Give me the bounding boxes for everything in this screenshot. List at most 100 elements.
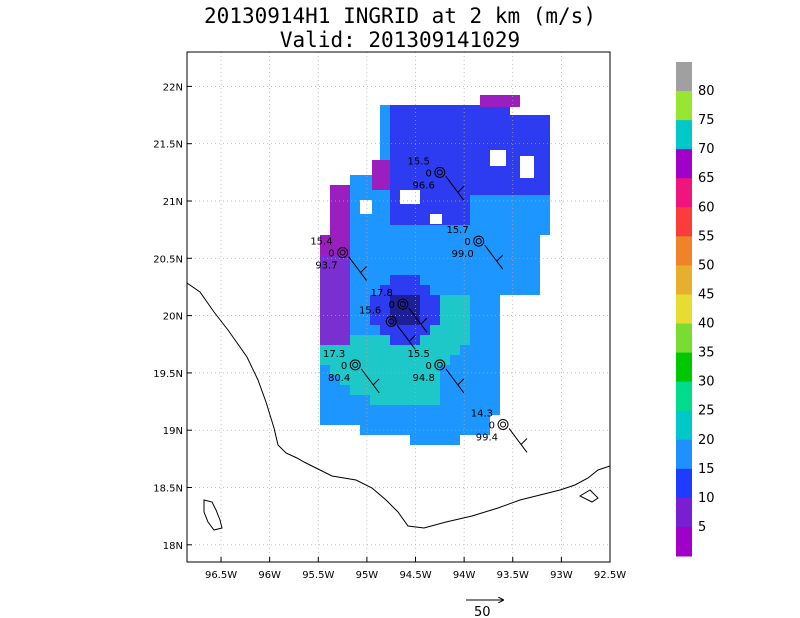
wind-cell bbox=[450, 215, 460, 225]
wind-cell bbox=[420, 205, 430, 215]
colorbar-swatch bbox=[676, 207, 692, 237]
wind-cell bbox=[470, 215, 480, 225]
wind-cell bbox=[470, 285, 480, 295]
wind-cell bbox=[460, 285, 470, 295]
wind-cell bbox=[520, 195, 530, 205]
station-speed: 17.8 bbox=[371, 288, 393, 299]
wind-cell bbox=[360, 175, 370, 185]
wind-cell bbox=[320, 345, 330, 355]
station-speed: 15.4 bbox=[310, 237, 332, 248]
y-tick-label: 18N bbox=[163, 541, 183, 552]
wind-cell bbox=[470, 405, 480, 415]
wind-cell bbox=[400, 345, 410, 355]
wind-cell bbox=[350, 285, 360, 295]
wind-cell bbox=[340, 405, 350, 415]
wind-cell bbox=[500, 195, 510, 205]
wind-cell bbox=[480, 235, 490, 245]
wind-cell bbox=[450, 175, 460, 185]
wind-cell bbox=[380, 205, 390, 215]
wind-cell bbox=[380, 425, 390, 435]
wind-cell bbox=[470, 335, 480, 345]
wind-cell bbox=[430, 375, 440, 385]
wind-cell bbox=[390, 295, 400, 305]
wind-cell bbox=[480, 325, 490, 335]
wind-barb bbox=[484, 244, 504, 270]
wind-cell bbox=[360, 305, 370, 315]
wind-cell bbox=[400, 365, 410, 375]
colorbar-label: 20 bbox=[698, 433, 715, 448]
wind-cell bbox=[500, 125, 510, 135]
wind-cell bbox=[340, 375, 350, 385]
wind-cell bbox=[500, 105, 510, 115]
wind-cell bbox=[370, 255, 380, 265]
wind-cell bbox=[450, 375, 460, 385]
wind-cell bbox=[510, 285, 520, 295]
wind-cell bbox=[360, 285, 370, 295]
wind-cell bbox=[410, 305, 420, 315]
wind-cell bbox=[380, 255, 390, 265]
x-tick-label: 94W bbox=[453, 570, 476, 581]
station-inner-circle bbox=[339, 249, 346, 256]
wind-cell bbox=[410, 325, 420, 335]
wind-cell bbox=[370, 365, 380, 375]
wind-cell bbox=[480, 165, 490, 175]
wind-cell bbox=[420, 195, 430, 205]
wind-cell bbox=[480, 345, 490, 355]
station-inner-circle bbox=[388, 318, 395, 325]
wind-cell bbox=[530, 245, 540, 255]
wind-cell bbox=[490, 275, 500, 285]
wind-cell bbox=[530, 235, 540, 245]
colorbar-label: 60 bbox=[698, 200, 715, 215]
wind-cell bbox=[470, 275, 480, 285]
wind-cell bbox=[350, 345, 360, 355]
wind-cell bbox=[480, 155, 490, 165]
wind-cell bbox=[420, 285, 430, 295]
wind-cell bbox=[390, 375, 400, 385]
wind-cell bbox=[470, 225, 480, 235]
wind-cell bbox=[360, 245, 370, 255]
wind-cell bbox=[460, 415, 470, 425]
wind-cell bbox=[340, 355, 350, 365]
wind-cell bbox=[440, 155, 450, 165]
wind-cell bbox=[320, 385, 330, 395]
station-plots: 15.5096.615.7099.015.4093.717.8015.617.3… bbox=[310, 156, 528, 453]
station-pressure: 80.4 bbox=[328, 373, 350, 384]
wind-cell bbox=[330, 265, 340, 275]
wind-cell bbox=[410, 285, 420, 295]
wind-cell bbox=[410, 315, 420, 325]
reference-vector-label: 50 bbox=[474, 605, 491, 618]
wind-cell bbox=[510, 245, 520, 255]
wind-cell bbox=[510, 255, 520, 265]
wind-cell bbox=[480, 205, 490, 215]
wind-cell bbox=[340, 225, 350, 235]
wind-cell bbox=[440, 145, 450, 155]
wind-cell bbox=[470, 235, 480, 245]
wind-cell bbox=[380, 345, 390, 355]
wind-cell bbox=[510, 115, 520, 125]
wind-cell bbox=[500, 255, 510, 265]
data-gap bbox=[400, 190, 420, 204]
colorbar-swatch bbox=[676, 352, 692, 383]
wind-cell bbox=[390, 415, 400, 425]
wind-cell bbox=[450, 265, 460, 275]
wind-cell bbox=[490, 185, 500, 195]
wind-cell bbox=[340, 275, 350, 285]
station-inner-circle bbox=[436, 169, 443, 176]
wind-cell bbox=[450, 295, 460, 305]
wind-cell bbox=[330, 315, 340, 325]
station-pressure: 93.7 bbox=[315, 261, 337, 272]
wind-cell bbox=[540, 135, 550, 145]
wind-cell bbox=[410, 265, 420, 275]
wind-cell bbox=[350, 385, 360, 395]
wind-cell bbox=[430, 175, 440, 185]
wind-cell bbox=[470, 325, 480, 335]
wind-cell bbox=[460, 195, 470, 205]
wind-cell bbox=[460, 205, 470, 215]
wind-cell bbox=[440, 235, 450, 245]
y-tick-label: 19N bbox=[163, 426, 183, 437]
wind-cell bbox=[390, 105, 400, 115]
wind-cell bbox=[390, 365, 400, 375]
station-speed: 17.3 bbox=[323, 349, 345, 360]
colorbar-label: 70 bbox=[698, 142, 715, 157]
